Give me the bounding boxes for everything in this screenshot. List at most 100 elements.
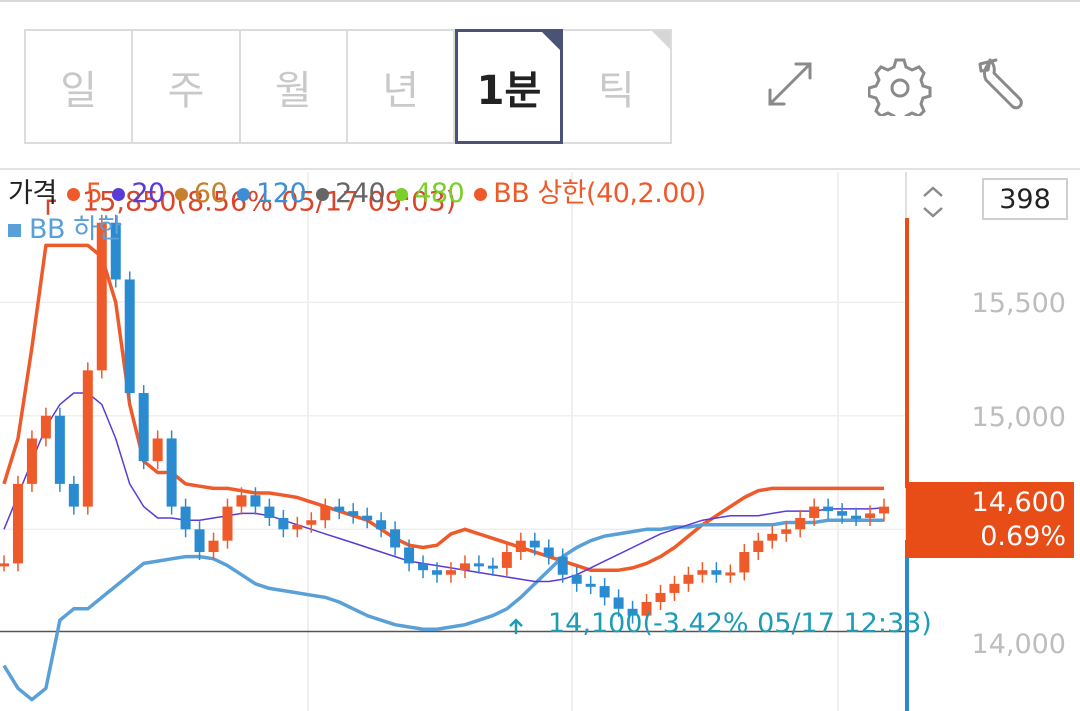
candle-29	[404, 547, 415, 564]
legend-label-bb-lower: BB 하한	[29, 214, 122, 245]
candle-41	[571, 574, 582, 584]
candle-56	[781, 529, 792, 534]
candle-0	[0, 563, 9, 567]
candle-39	[543, 547, 554, 557]
candle-48	[669, 583, 680, 593]
candle-10	[138, 393, 149, 462]
ma20-line	[3, 392, 885, 583]
current-price: 14,600	[971, 487, 1066, 518]
period-tab-1[interactable]: 주	[133, 31, 241, 142]
candle-25	[348, 511, 359, 516]
candle-13	[180, 506, 191, 530]
candle-28	[390, 529, 401, 548]
chart-legend: 가격 5 20 60 120 240 480 BB 상한(40,2.00) BB 하한	[8, 176, 908, 248]
legend-dot-bb-upper	[474, 187, 488, 201]
candle-11	[152, 438, 163, 462]
visible-candle-count[interactable]: 398	[982, 178, 1068, 220]
legend-item-ma-0: 5	[66, 176, 103, 212]
candle-9	[124, 279, 135, 394]
candle-5	[68, 483, 79, 507]
candle-34	[473, 563, 484, 567]
candle-17	[236, 495, 247, 507]
candle-14	[194, 529, 205, 553]
candle-42	[585, 583, 596, 587]
legend-item-bb-lower: BB 하한	[8, 212, 122, 248]
candle-23	[320, 506, 331, 521]
candle-44	[613, 597, 624, 609]
candle-53	[739, 552, 750, 573]
candle-45	[627, 608, 638, 616]
candle-6	[82, 370, 93, 507]
candle-22	[306, 520, 317, 525]
candle-57	[795, 517, 806, 530]
header-divider	[0, 168, 1080, 170]
candle-2	[26, 438, 37, 484]
y-tick-1: 15,000	[972, 402, 1066, 433]
price-chart[interactable]: 15,850(8.56% 05/17 09:03) 14,100(-3.42% 0…	[0, 170, 1080, 711]
candle-4	[54, 415, 65, 484]
candle-30	[418, 563, 429, 571]
candle-40	[557, 556, 568, 575]
legend-dot-ma-1	[112, 187, 126, 201]
candle-19	[264, 506, 275, 518]
legend-item-bb-upper: BB 상한(40,2.00)	[474, 176, 706, 212]
wrench-icon[interactable]	[976, 52, 1040, 116]
candle-38	[529, 540, 540, 548]
candle-32	[445, 570, 456, 575]
candle-27	[376, 520, 387, 530]
period-tab-4[interactable]: 1분	[455, 29, 563, 144]
candle-60	[837, 511, 848, 516]
period-tab-5[interactable]: 틱	[563, 31, 671, 142]
right-edge-bar-up	[905, 218, 909, 488]
candle-52	[725, 572, 736, 576]
y-tick-0: 15,500	[972, 288, 1066, 319]
period-tabs: 일 주 월 년 1분 틱	[24, 29, 672, 144]
high-marker	[46, 199, 56, 215]
candle-35	[487, 565, 498, 569]
legend-label-ma-0: 5	[85, 178, 103, 209]
candle-16	[222, 506, 233, 541]
candle-24	[334, 506, 345, 512]
expand-icon[interactable]	[758, 52, 822, 116]
candle-50	[697, 570, 708, 575]
current-price-tag: 14,600 0.69%	[906, 482, 1074, 558]
bb-lower-line	[2, 518, 884, 702]
candle-55	[767, 533, 778, 541]
legend-item-ma-3: 120	[237, 176, 307, 212]
candle-37	[515, 540, 526, 553]
candle-33	[459, 563, 470, 571]
legend-dot-ma-0	[66, 187, 80, 201]
legend-item-ma-4: 240	[316, 176, 386, 212]
legend-label-ma-5: 480	[414, 178, 465, 209]
period-tab-2[interactable]: 월	[241, 31, 348, 142]
candle-26	[362, 515, 373, 521]
candle-62	[865, 513, 876, 518]
candle-12	[166, 438, 177, 507]
y-axis-scale-toggle-icon[interactable]	[918, 182, 948, 222]
candle-51	[711, 570, 722, 575]
legend-label-bb-upper: BB 상한(40,2.00)	[493, 178, 706, 209]
low-marker	[509, 618, 523, 635]
legend-label-ma-3: 120	[256, 178, 307, 209]
candle-20	[278, 517, 289, 530]
right-edge-bar-down	[905, 540, 909, 711]
legend-price-label: 가격	[8, 178, 57, 209]
legend-dot-ma-4	[316, 187, 330, 201]
candle-63	[879, 506, 889, 514]
candle-31	[432, 570, 443, 575]
candle-1	[12, 483, 23, 564]
legend-dot-ma-2	[174, 187, 188, 201]
gear-icon[interactable]	[868, 52, 932, 116]
candle-61	[851, 515, 862, 519]
legend-dot-ma-5	[395, 187, 409, 201]
legend-item-ma-1: 20	[112, 176, 165, 212]
candle-47	[655, 592, 666, 602]
legend-label-ma-1: 20	[131, 178, 165, 209]
candle-43	[599, 586, 610, 598]
period-tab-0[interactable]: 일	[26, 31, 134, 142]
high-annotation: 15,850(8.56% 05/17 09:03)	[82, 187, 456, 218]
candle-21	[292, 524, 303, 530]
bb-upper-line	[2, 243, 884, 572]
period-tab-3[interactable]: 년	[348, 31, 456, 142]
candle-36	[501, 552, 512, 568]
